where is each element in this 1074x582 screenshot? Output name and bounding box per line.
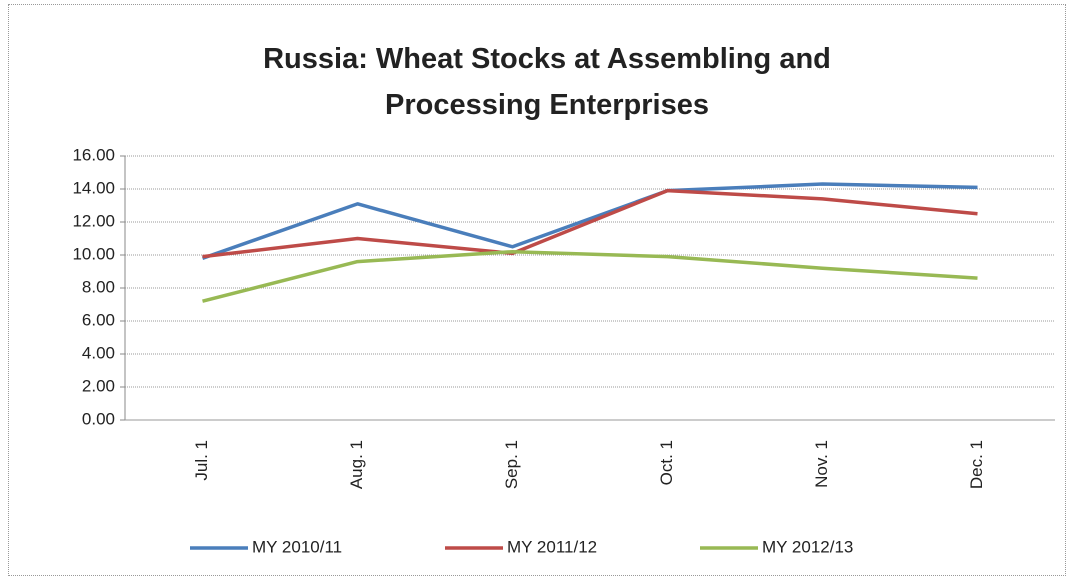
x-tick-label: Sep. 1 (502, 440, 521, 489)
y-tick-label: 16.00 (72, 145, 115, 164)
series-line (201, 182, 978, 260)
x-tick-label: Jul. 1 (192, 440, 211, 481)
legend-label: MY 2011/12 (507, 537, 597, 556)
y-tick-label: 2.00 (82, 376, 115, 395)
x-tick-label: Nov. 1 (812, 440, 831, 488)
legend-label: MY 2010/11 (252, 537, 342, 556)
x-tick-label: Dec. 1 (967, 440, 986, 489)
x-tick-label: Aug. 1 (347, 440, 366, 489)
series-line (202, 188, 978, 259)
chart-frame (8, 4, 1066, 576)
y-tick-label: 12.00 (72, 211, 115, 230)
y-tick-label: 10.00 (72, 244, 115, 263)
y-tick-label: 4.00 (82, 343, 115, 362)
chart-title: Russia: Wheat Stocks at Assembling and P… (263, 43, 831, 121)
y-tick-label: 14.00 (72, 178, 115, 197)
y-tick-label: 8.00 (82, 277, 115, 296)
y-tick-label: 6.00 (82, 310, 115, 329)
series-line (202, 249, 978, 303)
y-tick-label: 0.00 (82, 409, 115, 428)
x-tick-label: Oct. 1 (657, 440, 676, 485)
legend-label: MY 2012/13 (762, 537, 853, 556)
